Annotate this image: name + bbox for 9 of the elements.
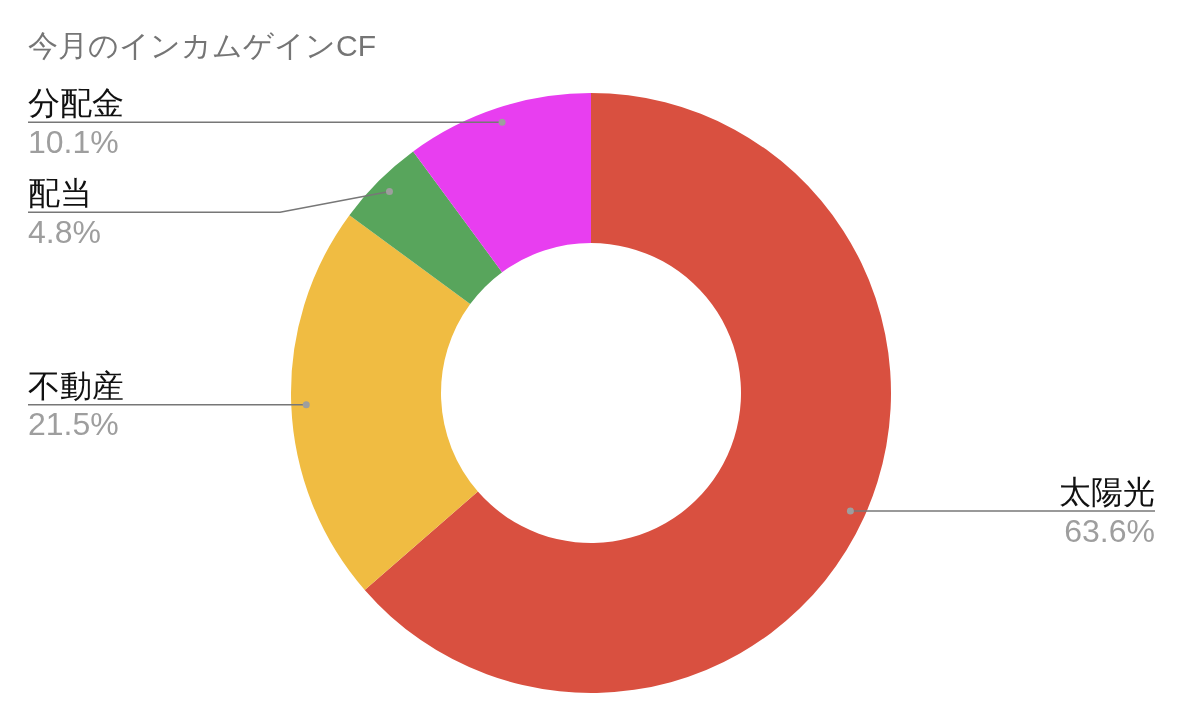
slice-label: 配当 bbox=[28, 175, 92, 212]
data-label: 21.5% bbox=[28, 406, 119, 443]
chart-title: 今月のインカムゲインCF bbox=[28, 29, 376, 62]
data-label: 63.6% bbox=[1064, 512, 1155, 549]
slice-label: 太陽光 bbox=[1059, 474, 1155, 511]
data-label: 4.8% bbox=[28, 214, 101, 251]
slice-label: 分配金 bbox=[28, 85, 124, 122]
data-label: 10.1% bbox=[28, 124, 119, 161]
slice-label: 不動産 bbox=[28, 367, 124, 404]
